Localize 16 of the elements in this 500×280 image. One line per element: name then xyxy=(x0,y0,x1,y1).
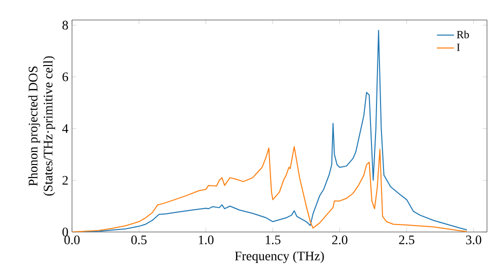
x-tick-label: 0.0 xyxy=(64,236,80,244)
x-tick-label: 1.5 xyxy=(266,236,280,244)
y-tick-label: 6 xyxy=(62,72,68,82)
y-tick-label: 8 xyxy=(62,20,68,30)
x-tick-label: 2.0 xyxy=(332,236,348,244)
x-tick-label: 2.5 xyxy=(399,236,414,244)
x-axis-title: Frequency (THz) xyxy=(234,251,324,264)
x-tick-label: 3.0 xyxy=(466,236,482,244)
y-tick-label: 0 xyxy=(62,228,68,236)
y-tick-label: 4 xyxy=(62,124,68,133)
x-tick-label: 1.0 xyxy=(198,236,214,244)
y-tick-label: 2 xyxy=(62,176,68,185)
legend-label: I xyxy=(456,44,460,51)
legend-label: Rb xyxy=(456,30,469,38)
x-tick-label: 0.5 xyxy=(131,236,147,244)
y-axis-title: Phonon projected DOS (States/THz·primitive cell) xyxy=(28,56,56,196)
